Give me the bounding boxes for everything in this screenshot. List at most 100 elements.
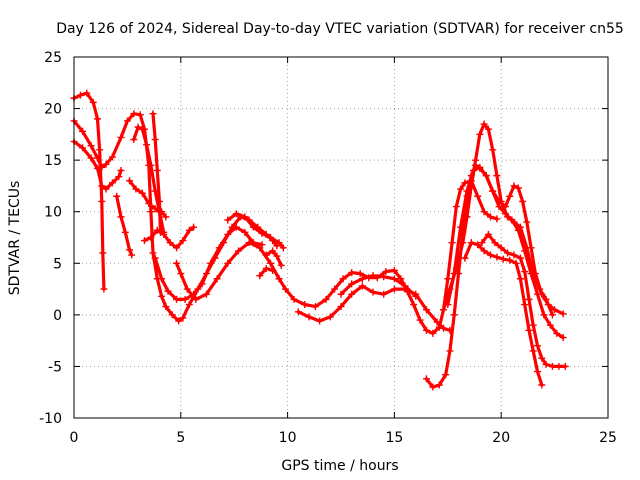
data-point xyxy=(157,228,165,236)
data-point xyxy=(213,275,221,283)
data-point xyxy=(147,234,155,241)
data-point xyxy=(262,264,270,272)
data-point xyxy=(538,381,546,389)
data-point xyxy=(450,270,458,278)
data-point xyxy=(546,321,554,329)
data-point xyxy=(108,153,116,161)
data-point xyxy=(548,362,556,370)
y-tick-label: 5 xyxy=(53,256,62,272)
data-point xyxy=(521,268,529,276)
data-point xyxy=(348,290,356,298)
data-point xyxy=(132,185,140,193)
data-point xyxy=(422,326,430,334)
data-point xyxy=(491,239,499,247)
data-point xyxy=(173,259,181,267)
data-point xyxy=(457,185,465,193)
chart-title: Day 126 of 2024, Sidereal Day-to-day VTE… xyxy=(56,21,624,37)
data-point xyxy=(461,254,469,262)
data-point xyxy=(98,163,106,171)
data-point xyxy=(484,230,492,238)
data-point xyxy=(93,164,101,172)
series-sat-l xyxy=(264,249,283,267)
data-point xyxy=(294,308,302,316)
data-point xyxy=(173,244,181,252)
data-point xyxy=(241,228,249,236)
data-point xyxy=(514,226,522,234)
data-point xyxy=(96,146,104,154)
data-point xyxy=(390,275,398,283)
data-point xyxy=(117,133,125,141)
data-point xyxy=(113,192,121,200)
data-point xyxy=(275,239,283,247)
data-point xyxy=(422,375,430,383)
data-point xyxy=(149,110,157,118)
data-point xyxy=(561,362,569,370)
data-point xyxy=(76,91,84,99)
data-point xyxy=(181,295,189,303)
data-point xyxy=(463,213,471,221)
data-point xyxy=(173,295,181,303)
data-point xyxy=(175,317,183,325)
data-point xyxy=(179,237,187,245)
data-point xyxy=(93,154,101,162)
data-point xyxy=(480,247,488,255)
data-point xyxy=(452,203,460,211)
data-point xyxy=(493,215,501,223)
data-point xyxy=(136,111,144,119)
data-point xyxy=(190,223,198,231)
data-point xyxy=(516,254,524,262)
data-point xyxy=(506,256,514,264)
data-point xyxy=(168,311,176,319)
data-point xyxy=(108,179,116,187)
data-point xyxy=(185,301,193,309)
data-point xyxy=(290,295,298,303)
data-point xyxy=(523,218,531,226)
data-point xyxy=(542,295,550,303)
data-point xyxy=(98,182,106,190)
data-point xyxy=(177,270,185,278)
data-point xyxy=(521,247,529,255)
data-point xyxy=(442,371,450,379)
data-point xyxy=(516,275,524,283)
data-point xyxy=(158,292,166,300)
data-point xyxy=(422,306,430,314)
data-point xyxy=(147,161,155,169)
data-point xyxy=(416,316,424,324)
data-point xyxy=(281,285,289,293)
data-point xyxy=(269,247,277,255)
data-point xyxy=(143,141,151,149)
data-point xyxy=(202,290,210,298)
data-point xyxy=(497,197,505,205)
data-point xyxy=(448,239,456,247)
data-point xyxy=(98,197,106,205)
data-point xyxy=(482,172,490,180)
data-point xyxy=(489,146,497,154)
data-point xyxy=(262,251,270,259)
data-point xyxy=(551,306,559,314)
data-point xyxy=(83,89,91,97)
y-tick-label: 25 xyxy=(44,50,62,66)
data-point xyxy=(337,290,345,298)
data-point xyxy=(553,329,561,337)
data-point xyxy=(476,130,484,138)
data-point xyxy=(273,252,281,260)
data-point xyxy=(493,253,501,261)
data-point xyxy=(358,275,366,283)
data-point xyxy=(440,306,448,314)
data-point xyxy=(521,301,529,309)
data-point xyxy=(185,226,193,234)
data-point xyxy=(348,280,356,288)
data-point xyxy=(100,285,108,293)
data-point xyxy=(128,251,136,259)
data-point xyxy=(279,244,287,252)
data-point xyxy=(224,216,232,224)
data-point xyxy=(164,287,172,295)
data-point xyxy=(322,295,330,303)
data-point xyxy=(459,239,467,247)
data-point xyxy=(130,110,138,118)
data-point xyxy=(489,187,497,195)
data-point xyxy=(158,275,166,283)
data-point xyxy=(433,318,441,326)
series-sat-n xyxy=(296,284,452,332)
data-point xyxy=(504,249,512,257)
